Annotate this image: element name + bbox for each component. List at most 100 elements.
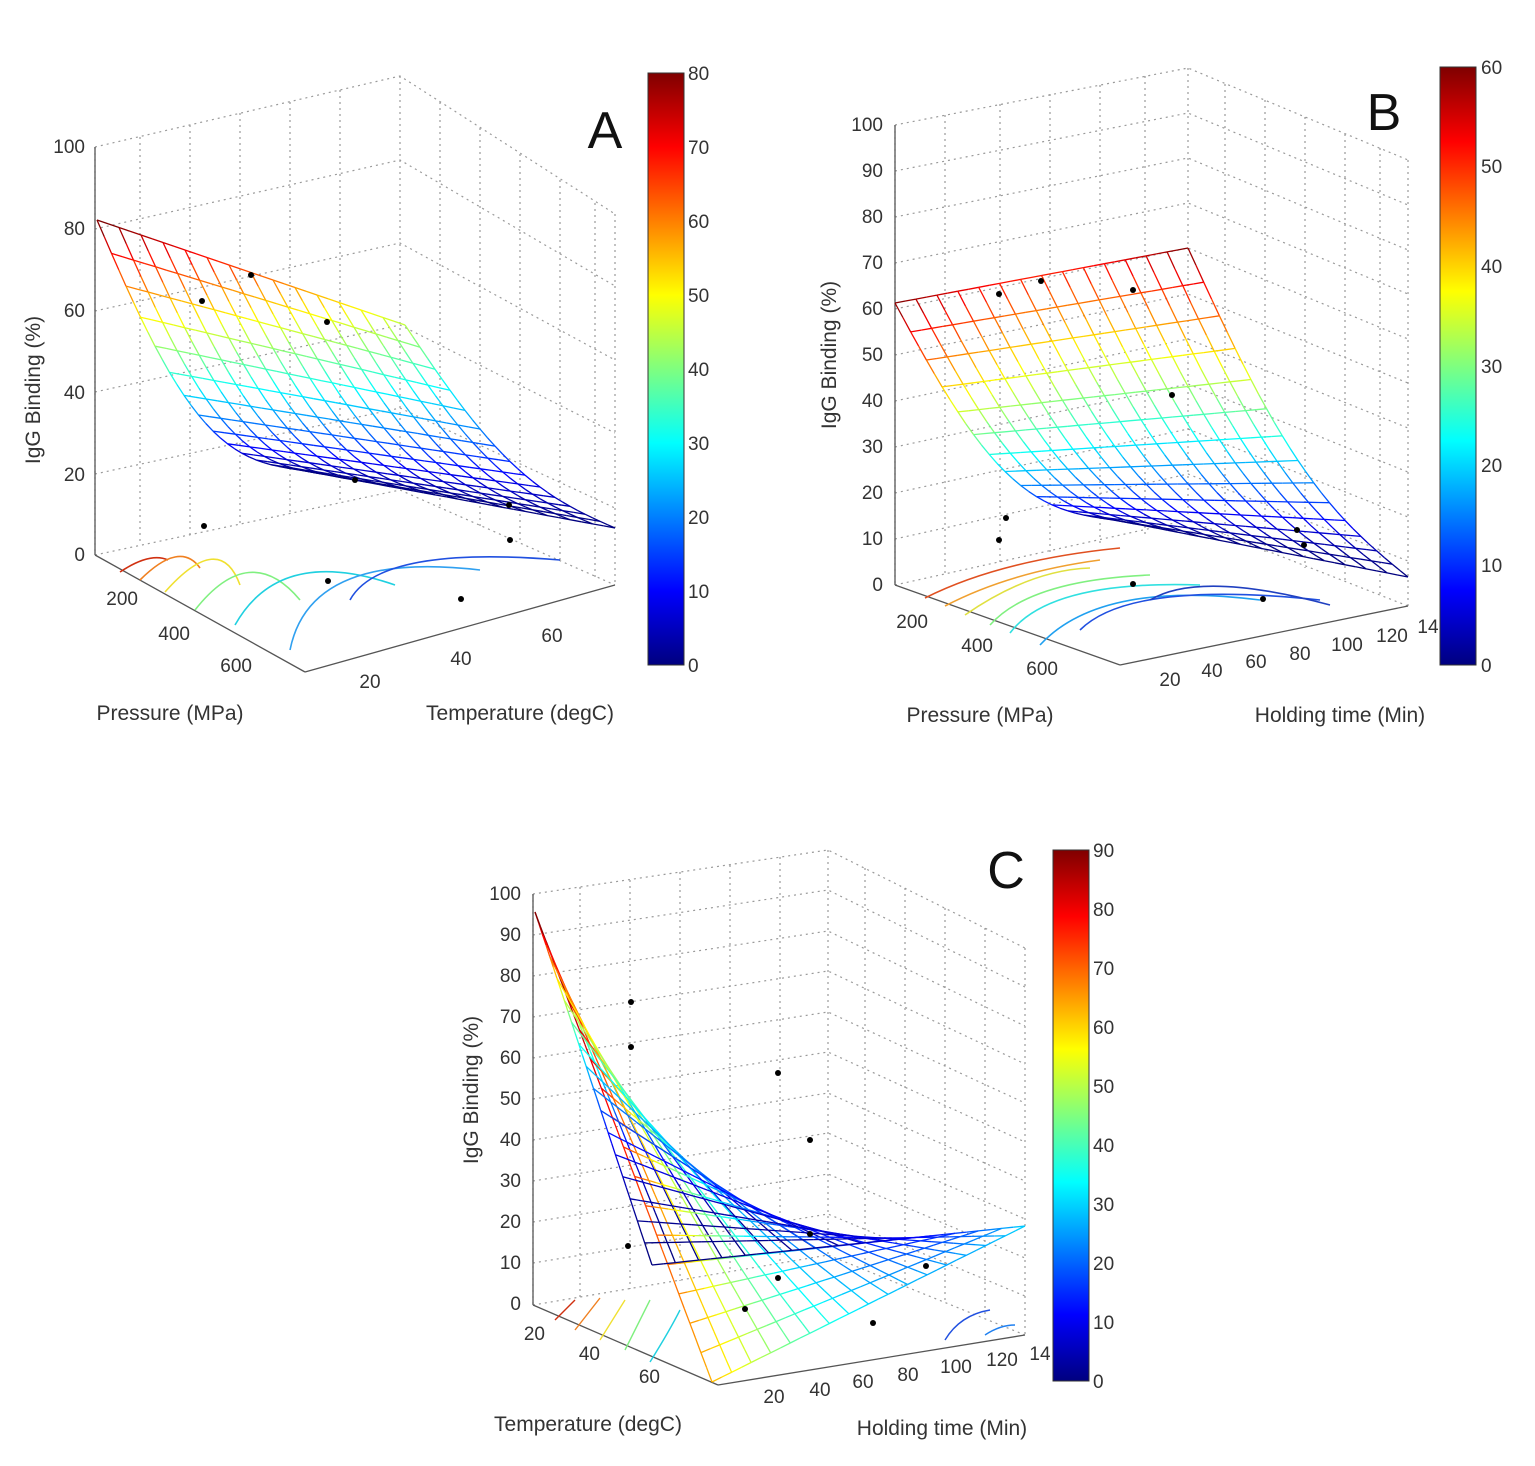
surface-plot-b: 100 90 80 70 60 50 40 30 20 10 0 200 400… xyxy=(818,58,1502,727)
mesh-segment xyxy=(368,380,377,393)
data-point xyxy=(1130,581,1136,587)
mesh-segment xyxy=(306,355,318,360)
mesh-segment xyxy=(294,435,303,445)
mesh-segment xyxy=(1198,383,1210,386)
mesh-segment xyxy=(660,1207,669,1210)
mesh-segment xyxy=(1226,332,1236,349)
x-tick: 400 xyxy=(158,624,190,645)
mesh-segment xyxy=(1125,444,1136,447)
mesh-segment xyxy=(687,1200,694,1210)
data-point xyxy=(201,523,207,529)
mesh-segment xyxy=(191,376,200,389)
mesh-segment xyxy=(295,353,307,358)
mesh-segment xyxy=(684,1261,693,1264)
mesh-segment xyxy=(306,414,318,418)
mesh-segment xyxy=(699,1173,709,1180)
mesh-segment xyxy=(915,298,925,315)
mesh-segment xyxy=(851,1255,862,1262)
mesh-segment xyxy=(265,334,274,349)
mesh-segment xyxy=(875,1245,887,1250)
mesh-segment xyxy=(689,1323,697,1339)
mesh-segment xyxy=(1324,560,1335,564)
mesh-segment xyxy=(731,1366,742,1373)
mesh-segment xyxy=(176,312,186,328)
mesh-segment xyxy=(908,1236,921,1239)
mesh-segment xyxy=(1057,496,1066,503)
mesh-segment xyxy=(1096,476,1105,486)
mesh-segment xyxy=(118,227,127,245)
mesh-segment xyxy=(702,1187,714,1193)
mesh-segment xyxy=(1167,529,1178,533)
mesh-segment xyxy=(1093,395,1105,398)
z-tick: 80 xyxy=(500,966,521,987)
mesh-segment xyxy=(1258,492,1268,502)
mesh-segment xyxy=(194,396,207,400)
mesh-segment xyxy=(272,449,284,453)
mesh-segment xyxy=(636,1133,642,1143)
mesh-segment xyxy=(942,1241,954,1244)
mesh-segment xyxy=(799,1264,809,1269)
mesh-segment xyxy=(1198,440,1207,454)
mesh-segment xyxy=(655,1139,664,1151)
mesh-segment xyxy=(615,1154,626,1160)
mesh-segment xyxy=(720,1189,731,1195)
mesh-segment xyxy=(1360,558,1372,562)
mesh-segment xyxy=(1151,517,1163,520)
mesh-segment xyxy=(859,1296,869,1305)
mesh-segment xyxy=(1172,528,1184,532)
mesh-segment xyxy=(708,1205,715,1214)
z-tick: 100 xyxy=(489,884,521,905)
mesh-segment xyxy=(1145,483,1155,493)
mesh-segment xyxy=(316,455,325,462)
mesh-segment xyxy=(320,316,333,322)
mesh-segment xyxy=(270,464,283,468)
mesh-segment xyxy=(1256,526,1267,529)
mesh-segment xyxy=(775,1317,786,1323)
mesh-segment xyxy=(999,280,1011,285)
mesh-segment xyxy=(386,336,399,342)
mesh-segment xyxy=(1230,532,1241,535)
mesh-segment xyxy=(1182,285,1192,303)
z-axis-label-b: IgG Binding (%) xyxy=(818,281,841,429)
mesh-segment xyxy=(342,323,355,328)
mesh-segment xyxy=(268,438,280,442)
mesh-segment xyxy=(491,469,503,473)
mesh-segment xyxy=(1153,272,1163,290)
colorbar-tick: 80 xyxy=(1093,900,1114,921)
mesh-segment xyxy=(1339,555,1351,559)
mesh-segment xyxy=(242,395,252,407)
mesh-segment xyxy=(169,336,178,352)
mesh-segment xyxy=(1177,321,1186,339)
mesh-segment xyxy=(675,1209,683,1224)
mesh-segment xyxy=(502,506,514,511)
mesh-segment xyxy=(661,1203,673,1207)
mesh-segment xyxy=(338,363,348,377)
mesh-segment xyxy=(214,309,226,314)
mesh-segment xyxy=(1072,447,1084,450)
mesh-segment xyxy=(712,1286,721,1300)
mesh-segment xyxy=(1104,516,1116,520)
mesh-segment xyxy=(624,1157,636,1163)
mesh-segment xyxy=(690,1211,699,1215)
mesh-segment xyxy=(734,1215,746,1219)
mesh-segment xyxy=(333,475,346,479)
mesh-segment xyxy=(1085,502,1095,508)
mesh-segment xyxy=(323,307,333,321)
mesh-segment xyxy=(162,242,171,259)
mesh-segment xyxy=(265,300,274,315)
mesh-segment xyxy=(439,490,451,494)
mesh-segment xyxy=(480,468,492,472)
mesh-segment xyxy=(983,317,995,321)
mesh-segment xyxy=(731,1324,740,1338)
mesh-segment xyxy=(735,1227,747,1230)
mesh-segment xyxy=(294,413,303,424)
mesh-segment xyxy=(398,395,410,400)
mesh-segment xyxy=(849,1244,860,1250)
mesh-segment xyxy=(376,441,385,450)
mesh-segment xyxy=(771,1214,782,1220)
mesh-segment xyxy=(322,473,334,477)
mesh-segment xyxy=(1279,492,1289,503)
mesh-segment xyxy=(528,504,541,508)
mesh-segment xyxy=(1135,390,1147,393)
mesh-segment xyxy=(897,1262,908,1268)
